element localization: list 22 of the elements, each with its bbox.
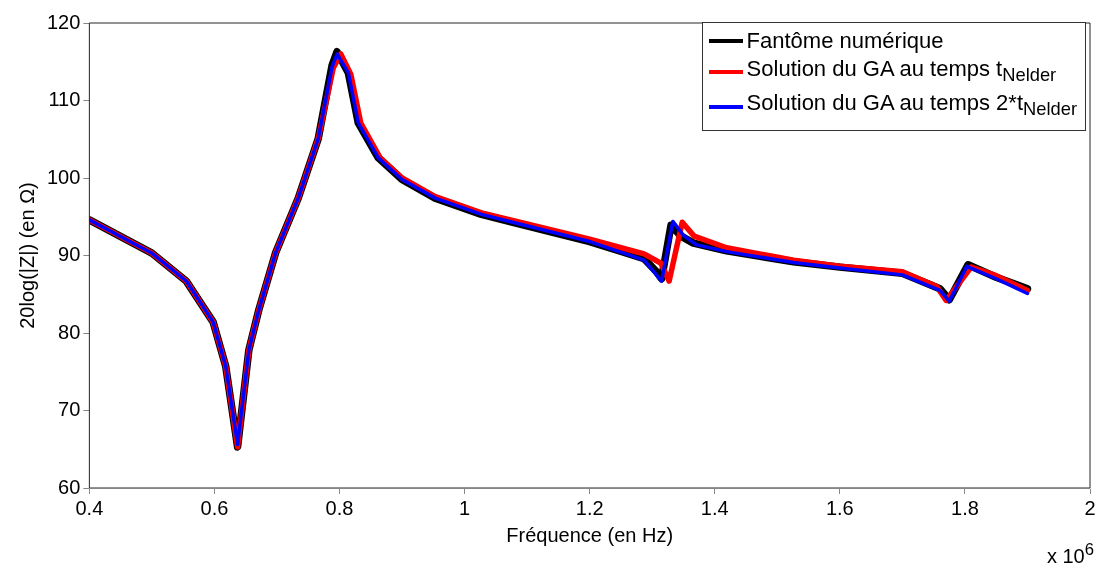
legend-label: Solution du GA au temps t$_{Nelder}$ (746, 55, 1057, 88)
y-tick-label: 70 (58, 398, 81, 421)
y-axis-title: 20log(|Z|) (en Ω) (15, 182, 38, 329)
y-tick-label: 60 (58, 475, 81, 498)
y-tick-label: 120 (46, 10, 81, 33)
x-tick-label: 0.4 (75, 496, 104, 519)
text: x 10$^{6}$ (1046, 540, 1094, 568)
x-tick-label: 1.2 (575, 496, 604, 519)
legend-label: Solution du GA au temps 2*t$_{Nelder}$ (746, 89, 1077, 122)
x-tick-label: 2 (1084, 496, 1096, 519)
x-axis-title: Fréquence (en Hz) (506, 523, 674, 546)
y-tick-label: 80 (58, 320, 81, 343)
y-tick-label: 100 (46, 165, 81, 188)
x-tick-label: 1.4 (700, 496, 729, 519)
x-tick-label: 0.6 (200, 496, 229, 519)
x-tick-label: 1.8 (951, 496, 979, 519)
y-tick-label: 110 (48, 88, 81, 111)
x-tick-label: 0.8 (325, 496, 354, 519)
x-tick-label: 1.6 (825, 496, 854, 519)
y-tick-label: 90 (58, 243, 81, 266)
legend-label: Fantôme numérique (746, 27, 944, 55)
x-tick-label: 1 (459, 496, 471, 519)
